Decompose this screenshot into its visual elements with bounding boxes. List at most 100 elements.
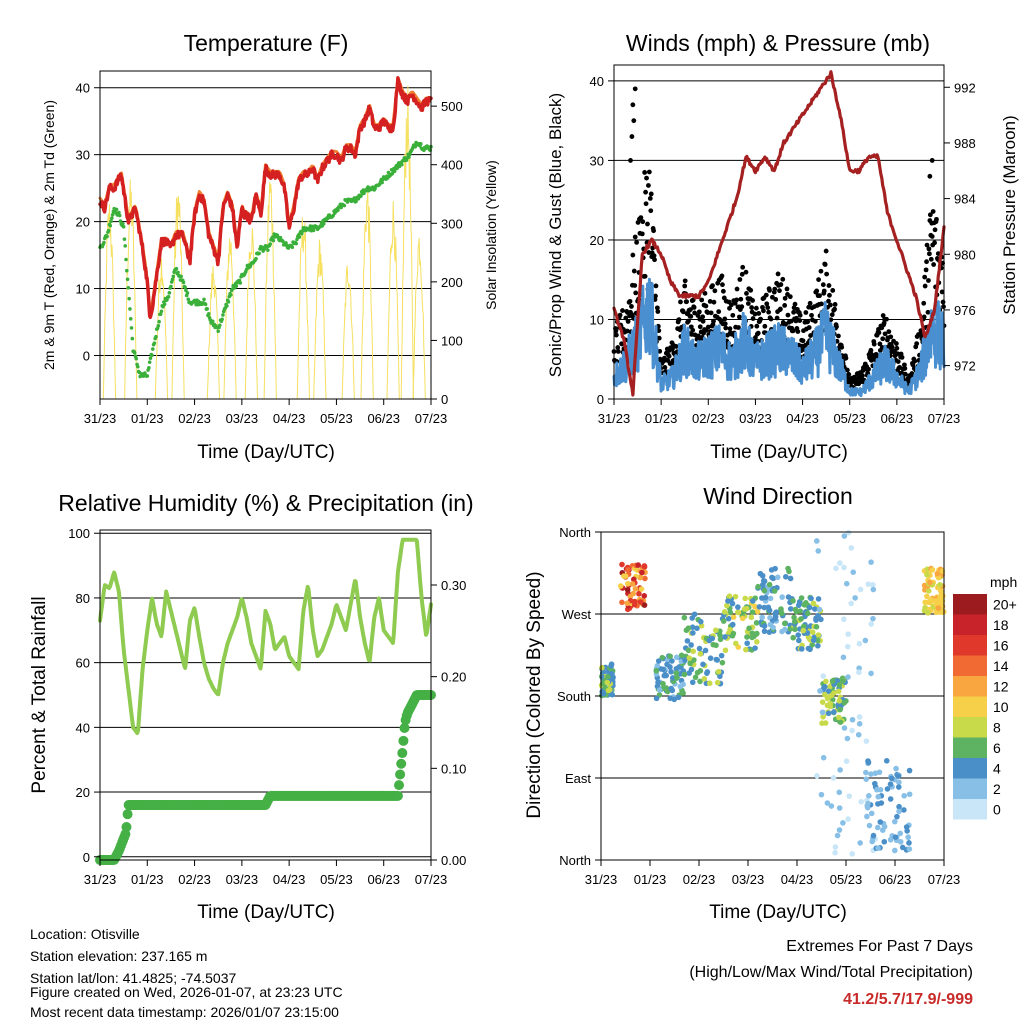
dewpoint-point	[151, 347, 155, 351]
dewpoint-point	[157, 319, 161, 324]
direction-point	[798, 595, 805, 601]
gust-point	[736, 325, 741, 330]
winds-x-tick-label: 06/23	[881, 411, 914, 426]
legend-label: 18	[993, 617, 1009, 633]
humidity-x-tick-label: 02/23	[178, 872, 211, 887]
direction-point	[846, 793, 853, 799]
direction-point	[849, 727, 855, 734]
solar-insolation-line	[296, 217, 310, 400]
direction-point	[876, 769, 883, 776]
direction-point	[778, 606, 784, 612]
temperature-y-tick-label: 10	[76, 282, 90, 297]
dewpoint-point	[150, 353, 154, 358]
gust-point	[686, 318, 691, 324]
direction-point	[624, 600, 631, 607]
dewpoint-point	[166, 295, 171, 299]
direction-point	[766, 581, 773, 588]
legend-swatch	[953, 696, 987, 717]
gust-point	[884, 316, 889, 322]
winds-x-label: Time (Day/UTC)	[710, 442, 848, 463]
direction-point	[787, 575, 794, 582]
winds-y-tick-label: 20	[590, 233, 604, 248]
direction-point	[726, 593, 733, 600]
dewpoint-point	[257, 251, 261, 256]
gust-point	[866, 366, 871, 372]
direction-point	[810, 600, 817, 607]
direction-point	[891, 818, 898, 825]
direction-x-tick-label: 05/23	[830, 872, 863, 887]
direction-point	[697, 678, 703, 685]
direction-point	[831, 690, 837, 696]
gust-point	[927, 212, 933, 218]
dewpoint-point	[206, 312, 211, 316]
dewpoint-point	[268, 242, 273, 246]
direction-point	[814, 772, 820, 779]
legend-label: 16	[993, 638, 1009, 654]
direction-point	[813, 617, 819, 623]
gust-point	[808, 333, 813, 338]
direction-point	[766, 629, 773, 635]
dewpoint-point	[322, 221, 326, 226]
gust-point	[722, 316, 728, 322]
direction-point	[741, 606, 748, 612]
gust-point	[740, 264, 746, 270]
precipitation-point	[122, 809, 133, 820]
humidity-y-tick-label: 40	[76, 720, 90, 735]
dewpoint-point	[124, 257, 128, 262]
direction-point	[641, 593, 648, 599]
gust-point	[914, 341, 920, 346]
gust-point	[812, 318, 818, 324]
gust-point	[695, 313, 701, 318]
direction-point	[881, 838, 888, 845]
gust-point	[927, 173, 933, 179]
dewpoint-point	[159, 309, 164, 314]
direction-point	[929, 567, 936, 573]
temperature-2m-line	[98, 76, 433, 320]
direction-point	[691, 611, 698, 618]
gust-point	[824, 271, 830, 277]
direction-point	[682, 657, 688, 663]
gust-point	[700, 314, 706, 320]
direction-point	[681, 671, 688, 678]
direction-point	[804, 610, 811, 617]
direction-point	[864, 813, 870, 820]
direction-point	[600, 690, 607, 697]
direction-point	[624, 587, 631, 593]
legend-label: 12	[993, 679, 1009, 695]
direction-point	[722, 647, 729, 654]
gust-point	[613, 328, 619, 334]
dewpoint-point	[400, 162, 404, 167]
gust-point	[784, 286, 790, 292]
extremes-panel: Extremes For Past 7 Days (High/Low/Max W…	[689, 938, 973, 1008]
winds-plot-frame	[613, 64, 945, 400]
dewpoint-point	[413, 144, 418, 149]
direction-point	[765, 604, 772, 611]
temperature-chart-title: Temperature (F)	[184, 30, 349, 56]
dewpoint-point	[238, 281, 243, 285]
temperature-y2-tick-label: 500	[441, 99, 463, 114]
solar-insolation-line	[341, 265, 355, 400]
gust-point	[826, 298, 831, 304]
direction-point	[761, 623, 768, 629]
direction-point	[933, 609, 940, 616]
solar-insolation-line	[263, 182, 277, 400]
direction-point	[804, 630, 811, 636]
gust-point	[734, 297, 739, 303]
direction-point	[678, 652, 685, 659]
legend-label: 20+	[993, 597, 1017, 613]
location-text: Location: Otisville	[30, 926, 140, 942]
direction-point	[631, 601, 638, 608]
wind-line	[612, 277, 946, 398]
dewpoint-point	[128, 317, 133, 321]
direction-point	[895, 773, 902, 779]
temperature-2m-series	[98, 76, 433, 320]
solar-insolation-line	[244, 227, 258, 400]
gust-point	[682, 278, 688, 284]
direction-point	[744, 634, 750, 640]
legend-swatch	[953, 614, 987, 635]
gust-point	[697, 324, 703, 330]
direction-point	[795, 632, 802, 638]
gust-point	[806, 325, 812, 330]
winds-y2-tick-label: 988	[954, 136, 976, 151]
gust-point	[791, 309, 797, 315]
